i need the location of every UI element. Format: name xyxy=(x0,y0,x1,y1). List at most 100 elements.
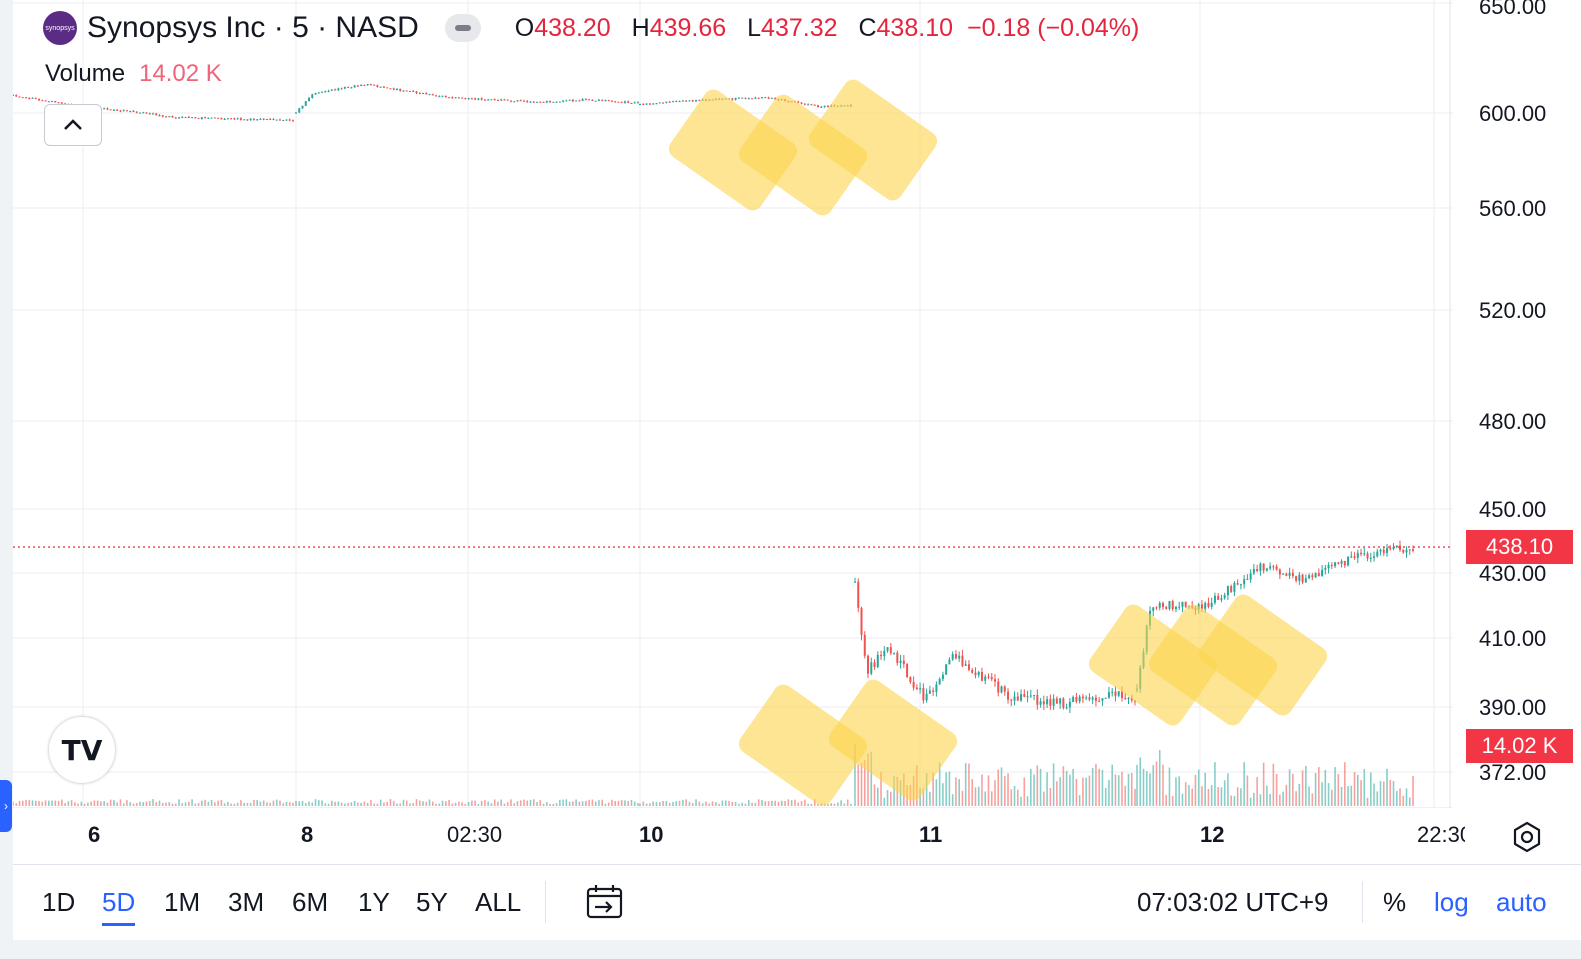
volume-bar xyxy=(929,791,931,806)
volume-bar xyxy=(724,800,727,806)
volume-bar xyxy=(1181,793,1184,806)
volume-bar xyxy=(129,802,132,806)
volume-bar xyxy=(1275,774,1278,806)
range-1m-button[interactable]: 1M xyxy=(164,887,201,917)
candle-body xyxy=(171,116,174,118)
side-panel-tab[interactable]: › xyxy=(0,780,12,832)
range-all-button[interactable]: ALL xyxy=(475,887,522,917)
candle-body xyxy=(1236,583,1239,585)
candle-body xyxy=(860,608,863,635)
candle-body xyxy=(1078,696,1081,702)
candle-body xyxy=(425,93,428,95)
volume-bar xyxy=(1194,774,1197,806)
volume-bar xyxy=(1069,774,1071,806)
volume-bar xyxy=(1230,795,1232,806)
candle-body xyxy=(343,86,346,89)
candle-body xyxy=(984,676,987,681)
candle-body xyxy=(1340,560,1343,564)
candle-body xyxy=(21,97,24,99)
candle-body xyxy=(265,119,268,121)
volume-bar xyxy=(922,788,925,806)
candle-body xyxy=(1298,574,1301,581)
volume-bar xyxy=(1220,787,1223,806)
market-status-badge[interactable] xyxy=(444,14,481,42)
candle-body xyxy=(1130,697,1133,701)
candle-body xyxy=(980,672,983,681)
percent-scale-button[interactable]: % xyxy=(1383,887,1407,917)
volume-bar xyxy=(1282,791,1284,806)
candle-body xyxy=(1052,698,1055,706)
volume-bar xyxy=(1003,776,1006,806)
volume-bar xyxy=(467,802,470,806)
volume-bar xyxy=(1327,783,1330,806)
candle-body xyxy=(360,84,363,86)
candle-body xyxy=(1204,603,1207,609)
volume-bar xyxy=(15,803,18,806)
symbol-title[interactable]: Synopsys Inc · 5 · NASD xyxy=(87,11,419,44)
gear-icon[interactable] xyxy=(1510,820,1544,854)
candle-body xyxy=(457,97,460,99)
candle-body xyxy=(545,100,548,103)
volume-bar xyxy=(285,802,288,806)
log-scale-button[interactable]: log xyxy=(1434,887,1469,917)
volume-bar xyxy=(217,800,219,806)
candle-body xyxy=(1155,607,1158,609)
go-to-date-icon[interactable] xyxy=(585,883,625,921)
auto-scale-button[interactable]: auto xyxy=(1496,887,1547,917)
volume-bar xyxy=(1266,785,1268,806)
range-6m-button[interactable]: 6M xyxy=(292,887,329,917)
volume-bar xyxy=(637,803,639,806)
candle-body xyxy=(1158,602,1161,608)
volume-bar xyxy=(1331,789,1333,806)
volume-bar xyxy=(249,802,252,806)
volume-bar xyxy=(919,788,921,806)
volume-bar xyxy=(321,800,323,806)
volume-bar xyxy=(353,800,356,806)
volume-bar xyxy=(87,802,89,806)
volume-bar xyxy=(617,800,620,806)
candle-body xyxy=(448,97,451,99)
range-3m-button[interactable]: 3M xyxy=(228,887,265,917)
candle-body xyxy=(168,116,171,118)
volume-bar xyxy=(139,801,141,806)
range-1d-button[interactable]: 1D xyxy=(42,887,76,917)
candle-body xyxy=(1168,601,1171,609)
volume-bar xyxy=(1201,786,1203,806)
volume-bar xyxy=(1072,768,1074,806)
collapse-legend-button[interactable] xyxy=(44,104,102,146)
candle-body xyxy=(181,117,184,119)
candle-body xyxy=(1033,694,1036,696)
candle-body xyxy=(648,103,651,105)
candle-body xyxy=(691,100,694,102)
volume-bar xyxy=(562,799,564,806)
volume-bar xyxy=(370,800,372,806)
tradingview-logo-icon[interactable]: TV xyxy=(49,717,115,783)
volume-bar xyxy=(627,800,630,806)
volume-bar xyxy=(880,771,882,806)
price-pane[interactable] xyxy=(13,0,1453,808)
timezone-clock[interactable]: 07:03:02 UTC+9 xyxy=(1137,887,1329,917)
range-5y-button[interactable]: 5Y xyxy=(416,887,448,917)
candle-body xyxy=(1291,572,1294,577)
volume-bar xyxy=(240,800,242,806)
volume-bar xyxy=(21,800,24,806)
volume-bar xyxy=(572,801,574,806)
candle-body xyxy=(317,92,320,94)
candle-body xyxy=(1220,598,1223,600)
volume-bar xyxy=(181,803,184,806)
volume-bar xyxy=(51,800,53,806)
volume-bar xyxy=(1098,768,1100,806)
volume-legend[interactable]: Volume 14.02 K xyxy=(45,60,222,88)
candle-body xyxy=(604,100,607,102)
range-5d-button[interactable]: 5D xyxy=(102,887,136,926)
candle-body xyxy=(922,688,925,701)
volume-bar xyxy=(256,800,258,806)
volume-bar xyxy=(148,801,151,806)
volume-bar xyxy=(672,802,674,806)
candle-body xyxy=(994,679,996,682)
open-key: O xyxy=(514,13,535,42)
range-1y-button[interactable]: 1Y xyxy=(358,887,390,917)
volume-bar xyxy=(1188,785,1190,806)
candle-body xyxy=(246,119,249,121)
volume-bar xyxy=(1350,785,1353,806)
